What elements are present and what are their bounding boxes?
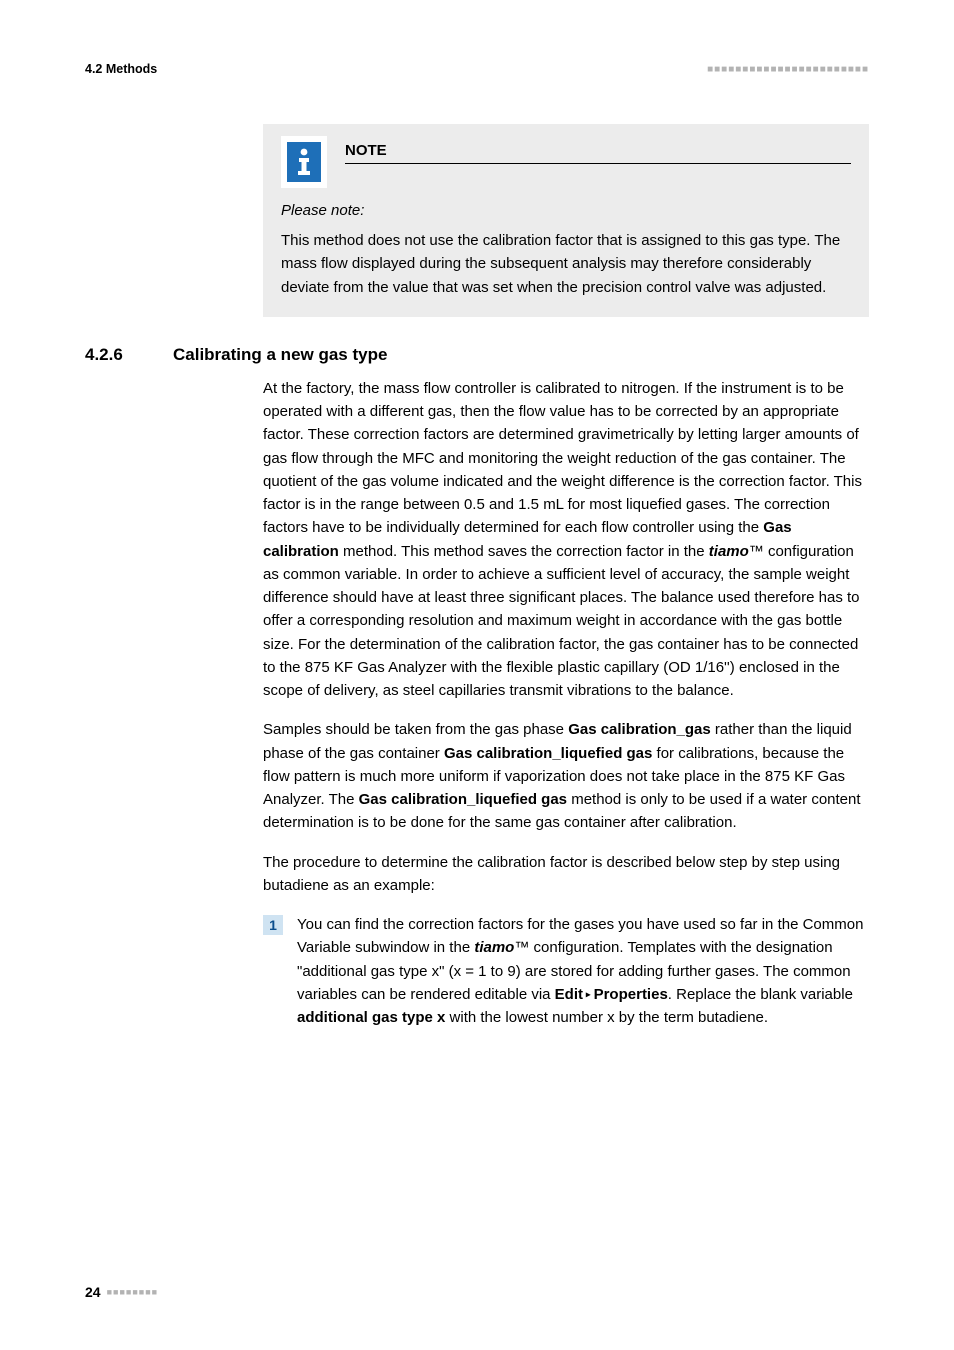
bold-term: Gas calibration_liquefied gas: [359, 791, 567, 808]
product-name: tiamo: [474, 939, 514, 956]
section-heading: 4.2.6 Calibrating a new gas type: [85, 345, 869, 365]
bold-term: Gas calibration_gas: [568, 721, 711, 738]
header-section-label: 4.2 Methods: [85, 62, 157, 76]
text: Samples should be taken from the gas pha…: [263, 721, 568, 738]
text: method. This method saves the correction…: [339, 543, 709, 560]
text: . Replace the blank variable: [668, 986, 853, 1003]
product-name: tiamo: [709, 543, 749, 560]
footer-dots: ■■■■■■■■: [107, 1287, 159, 1297]
paragraph-1: At the factory, the mass flow controller…: [263, 377, 869, 703]
section-title: Calibrating a new gas type: [173, 345, 387, 365]
note-body: This method does not use the calibration…: [281, 229, 851, 299]
page-number: 24: [85, 1284, 101, 1300]
menu-item: Properties: [594, 986, 668, 1003]
note-title: NOTE: [345, 142, 851, 164]
note-box: NOTE Please note: This method does not u…: [263, 124, 869, 317]
bold-term: Gas calibration_liquefied gas: [444, 745, 652, 762]
header-dots: ■■■■■■■■■■■■■■■■■■■■■■■: [707, 64, 869, 75]
text: ™ configuration as common variable. In o…: [263, 543, 860, 700]
menu-item: Edit: [555, 986, 583, 1003]
menu-separator-icon: ▸: [583, 989, 594, 1000]
text: At the factory, the mass flow controller…: [263, 380, 862, 537]
page-header: 4.2 Methods ■■■■■■■■■■■■■■■■■■■■■■■: [85, 62, 869, 76]
page-footer: 24 ■■■■■■■■: [85, 1284, 158, 1300]
step-text: You can find the correction factors for …: [297, 913, 869, 1029]
paragraph-2: Samples should be taken from the gas pha…: [263, 718, 869, 834]
paragraph-3: The procedure to determine the calibrati…: [263, 851, 869, 898]
note-please: Please note:: [281, 202, 851, 219]
step-number: 1: [263, 915, 283, 935]
bold-term: additional gas type x: [297, 1009, 445, 1026]
info-icon: [281, 136, 327, 188]
section-number: 4.2.6: [85, 345, 145, 365]
text: with the lowest number x by the term but…: [445, 1009, 768, 1026]
step-1: 1 You can find the correction factors fo…: [263, 913, 869, 1029]
